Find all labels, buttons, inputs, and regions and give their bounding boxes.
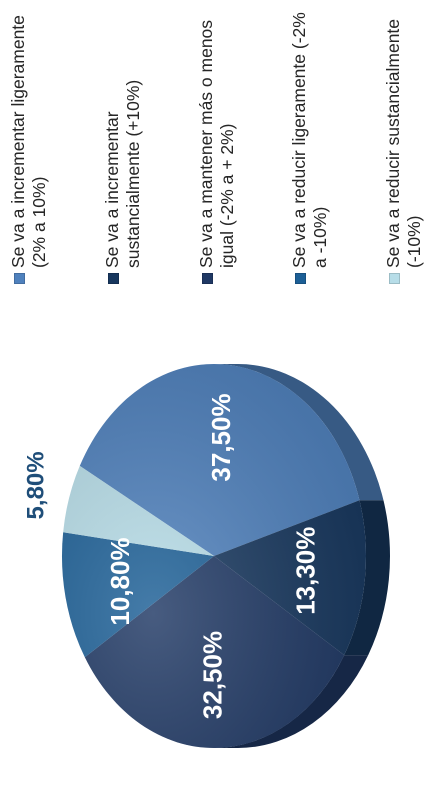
pie-data-label: 32,50% <box>197 631 227 719</box>
legend-label: Se va a reducir ligeramente (-2% a -10%) <box>289 12 331 268</box>
pie-top-shading <box>62 364 366 748</box>
legend-item: Se va a mantener más o menos igual (-2% … <box>196 0 238 284</box>
legend-swatch <box>295 273 307 284</box>
legend-label: Se va a reducir sustancialmente (-10%) <box>383 18 424 268</box>
pie-data-label: 10,80% <box>105 537 135 625</box>
legend-label: Se va a mantener más o menos igual (-2% … <box>195 19 237 268</box>
legend-swatch <box>14 273 25 284</box>
legend-swatch <box>107 273 119 284</box>
pie-data-labels: 37,50% 13,30% 32,50% 10,80% 5,80% <box>23 393 321 719</box>
legend: Se va a incrementar ligeramente (2% a 10… <box>0 0 435 284</box>
pie-slice-side <box>344 500 390 656</box>
pie-data-label: 13,30% <box>290 527 320 615</box>
legend-item: Se va a reducir sustancialmente (-10%) <box>383 0 425 284</box>
legend-label: Se va a incrementar ligeramente (2% a 10… <box>8 15 49 268</box>
legend-label: Se va a incrementar sustancialmente (+10… <box>101 79 143 268</box>
pie-slices <box>62 364 390 748</box>
legend-item: Se va a incrementar sustancialmente (+10… <box>102 0 144 284</box>
pie-data-label: 37,50% <box>206 393 236 481</box>
legend-item: Se va a reducir ligeramente (-2% a -10%) <box>289 0 331 284</box>
pie-slice-side <box>214 364 384 501</box>
legend-swatch <box>201 273 213 284</box>
pie-slice-side <box>214 655 369 748</box>
legend-item: Se va a incrementar ligeramente (2% a 10… <box>8 0 50 284</box>
legend-swatch <box>389 273 400 284</box>
pie-data-label: 5,80% <box>23 451 50 519</box>
